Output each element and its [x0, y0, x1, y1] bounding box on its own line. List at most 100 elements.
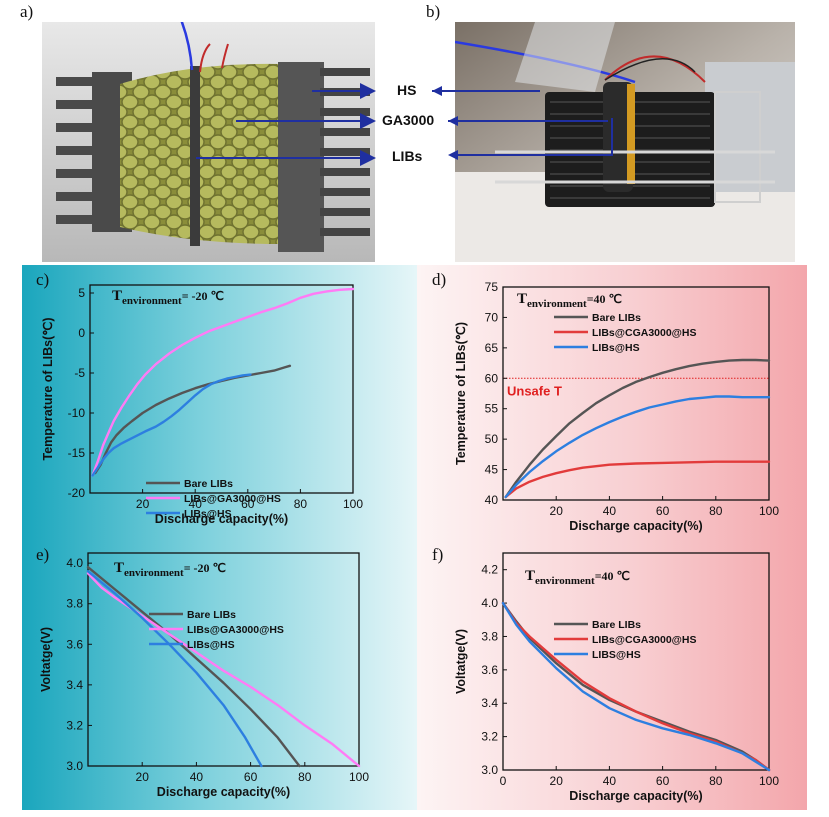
y-tick-label: 3.8 — [66, 597, 83, 611]
x-tick-label: 20 — [136, 770, 150, 784]
y-tick-label: 5 — [78, 286, 85, 300]
chart-e: 20 40 60 80 100 4.0 3.8 3.6 3.4 3.2 3.0 Discharge c… — [39, 552, 369, 799]
y-tick-label: -15 — [68, 446, 86, 460]
y-tick-label: 4.0 — [66, 556, 83, 570]
y-tick-label: 50 — [485, 432, 499, 446]
x-tick-label: 40 — [603, 504, 617, 518]
arrows-overlay — [196, 83, 613, 166]
y-tick-label: 75 — [485, 280, 499, 294]
x-tick-label: 60 — [656, 774, 670, 788]
y-tick-label: 70 — [485, 310, 499, 324]
y-tick-label: 4.0 — [481, 596, 498, 610]
chart-title: Tenvironment=40 ℃ — [525, 568, 630, 587]
plot-frame — [502, 552, 770, 771]
panel-label-f: f) — [432, 545, 444, 564]
x-tick-label: 20 — [550, 504, 564, 518]
photo-panel-b — [455, 22, 795, 262]
unsafe-label: Unsafe T — [507, 383, 562, 398]
x-tick-label: 20 — [550, 774, 564, 788]
x-tick-label: 80 — [709, 774, 723, 788]
series-line-2 — [91, 287, 355, 477]
series-line-1 — [86, 566, 301, 768]
x-tick-label: 20 — [136, 497, 150, 511]
chart-c: 20 40 60 80 100 5 0 -5 -10 -15 -20 Discharge capaci… — [41, 284, 363, 526]
y-tick-label: 65 — [485, 341, 499, 355]
legend-label-2: LIBs@GA3000@HS — [187, 624, 284, 636]
y-tick-label: 3.2 — [481, 730, 498, 744]
y-tick-label: 3.4 — [66, 678, 83, 692]
y-tick-label: 3.0 — [66, 759, 83, 773]
x-tick-label: 40 — [603, 774, 617, 788]
x-tick-label: 100 — [349, 770, 369, 784]
legend-label-3: LIBS@HS — [592, 649, 641, 661]
x-tick-label: 80 — [294, 497, 308, 511]
x-tick-label: 60 — [656, 504, 670, 518]
series-line-1 — [504, 358, 771, 499]
y-axis-label: Temperature of LIBs(℃) — [41, 318, 55, 461]
panel-label-d: d) — [432, 270, 447, 289]
plot-frame — [502, 286, 770, 501]
series-line-3 — [504, 395, 771, 499]
panel-label-b: b) — [426, 2, 441, 21]
y-tick-label: -10 — [68, 406, 86, 420]
chart-title: Tenvironment= -20 ℃ — [114, 560, 226, 579]
legend-label-1: Bare LIBs — [187, 609, 236, 621]
legend-label-3: LIBs@HS — [592, 342, 640, 354]
series-line-3 — [501, 601, 771, 772]
y-tick-label: 0 — [78, 326, 85, 340]
x-axis-label: Discharge capacity(%) — [569, 789, 702, 803]
x-axis-label: Discharge capacity(%) — [569, 519, 702, 533]
x-tick-label: 0 — [500, 774, 507, 788]
x-tick-label: 80 — [709, 504, 723, 518]
series-line-2 — [504, 460, 771, 499]
legend-label-1: Bare LIBs — [592, 619, 641, 631]
series-line-3 — [86, 570, 263, 768]
chart-title: Tenvironment=40 ℃ — [517, 291, 622, 310]
x-tick-label: 100 — [759, 504, 779, 518]
series-line-2 — [86, 572, 361, 768]
chart-d: Unsafe T 20 40 60 80 100 40 45 50 55 60 65 70 75 Disch… — [454, 280, 779, 533]
plot-frame — [89, 284, 354, 494]
y-tick-label: 3.6 — [66, 637, 83, 651]
y-tick-label: -20 — [68, 486, 86, 500]
legend-label-1: Bare LIBs — [592, 312, 641, 324]
legend-label-2: LIBs@CGA3000@HS — [592, 327, 697, 339]
x-axis-label: Discharge capacity(%) — [157, 785, 290, 799]
series-line-1 — [94, 364, 292, 475]
y-axis-label: Temperature of LIBs(℃) — [454, 322, 468, 465]
y-tick-label: 3.0 — [481, 763, 498, 777]
x-tick-label: 40 — [189, 497, 203, 511]
plot-frame — [87, 552, 360, 767]
aerogel-honeycomb — [120, 63, 282, 245]
y-tick-label: 55 — [485, 402, 499, 416]
panel-label-c: c) — [36, 270, 50, 289]
y-tick-label: 3.2 — [66, 718, 83, 732]
diagram-panel-a — [42, 22, 375, 262]
legend-label-2: LIBs@CGA3000@HS — [592, 634, 697, 646]
legend-label-2: LIBs@GA3000@HS — [184, 493, 281, 505]
x-tick-label: 60 — [244, 770, 258, 784]
y-tick-label: 3.8 — [481, 629, 498, 643]
x-axis-label: Discharge capacity(%) — [155, 512, 288, 526]
series-line-3 — [91, 373, 252, 477]
y-axis-label: Voltatge(V) — [454, 629, 468, 694]
x-tick-label: 60 — [241, 497, 255, 511]
label-libs: LIBs — [392, 148, 423, 164]
battery-cell — [190, 66, 200, 246]
y-tick-label: 3.4 — [481, 696, 498, 710]
x-tick-label: 100 — [759, 774, 779, 788]
chart-title: Tenvironment= -20 ℃ — [112, 288, 224, 307]
legend-label-3: LIBs@HS — [184, 508, 232, 520]
x-tick-label: 80 — [298, 770, 312, 784]
panel-label-e: e) — [36, 545, 50, 564]
legend-label-1: Bare LIBs — [184, 478, 233, 490]
label-ga3000: GA3000 — [382, 112, 435, 128]
chart-f: 0 20 40 60 80 100 4.2 4.0 3.8 3.6 3.4 3.2 3.0 Dischar… — [454, 552, 779, 803]
y-axis-label: Voltatge(V) — [39, 627, 53, 692]
legend-label-3: LIBs@HS — [187, 639, 235, 651]
label-hs: HS — [397, 82, 417, 98]
y-tick-label: 45 — [485, 463, 499, 477]
y-tick-label: 40 — [485, 493, 499, 507]
y-tick-label: 3.6 — [481, 663, 498, 677]
right-background — [417, 265, 807, 810]
